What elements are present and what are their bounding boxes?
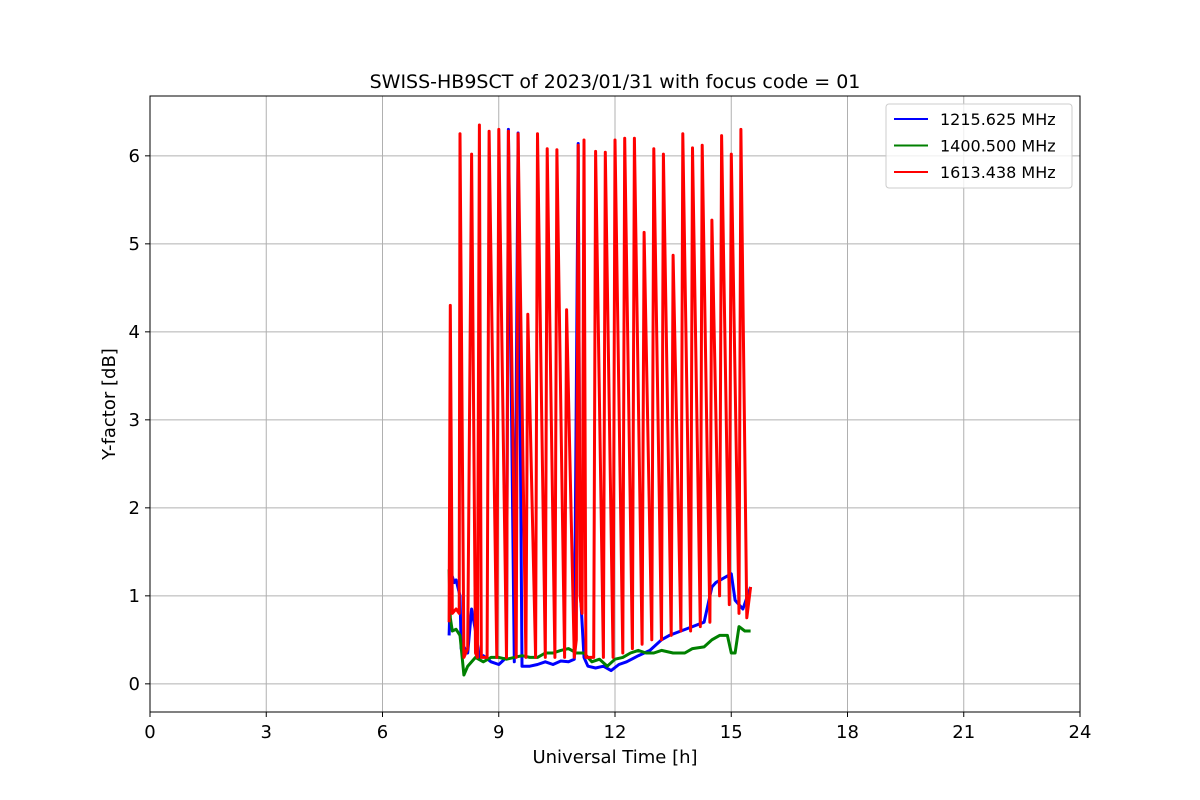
- y-tick-label: 3: [129, 410, 140, 431]
- legend-box: [885, 103, 1073, 189]
- chart-title: SWISS-HB9SCT of 2023/01/31 with focus co…: [370, 71, 861, 93]
- y-tick-label: 2: [129, 498, 140, 519]
- series-line-2: [447, 123, 753, 659]
- x-tick-label: 12: [604, 722, 627, 743]
- legend-label-2: 1613.438 MHz: [940, 163, 1056, 182]
- x-tick-label: 6: [377, 722, 388, 743]
- x-tick-label: 24: [1069, 722, 1092, 743]
- y-tick-label: 4: [129, 322, 140, 343]
- y-tick-label: 1: [129, 586, 140, 607]
- legend-label-1: 1400.500 MHz: [940, 137, 1056, 156]
- y-tick-label: 6: [129, 146, 140, 167]
- x-tick-label: 0: [144, 722, 155, 743]
- x-tick-label: 15: [720, 722, 743, 743]
- y-tick-label: 5: [129, 234, 140, 255]
- series-layer: [447, 123, 753, 677]
- x-axis-label: Universal Time [h]: [532, 747, 697, 768]
- y-ticks: 0 1 2 3 4 5 6: [129, 146, 150, 695]
- x-ticks: 0 3 6 9 12 15 18 21 24: [144, 712, 1091, 743]
- legend-label-0: 1215.625 MHz: [940, 110, 1056, 129]
- x-tick-label: 18: [836, 722, 859, 743]
- legend: 1215.625 MHz 1400.500 MHz 1613.438 MHz: [885, 103, 1073, 189]
- x-tick-label: 21: [952, 722, 975, 743]
- x-tick-label: 9: [493, 722, 504, 743]
- y-tick-label: 0: [129, 674, 140, 695]
- x-tick-label: 3: [261, 722, 272, 743]
- y-axis-label: Y-factor [dB]: [99, 348, 120, 461]
